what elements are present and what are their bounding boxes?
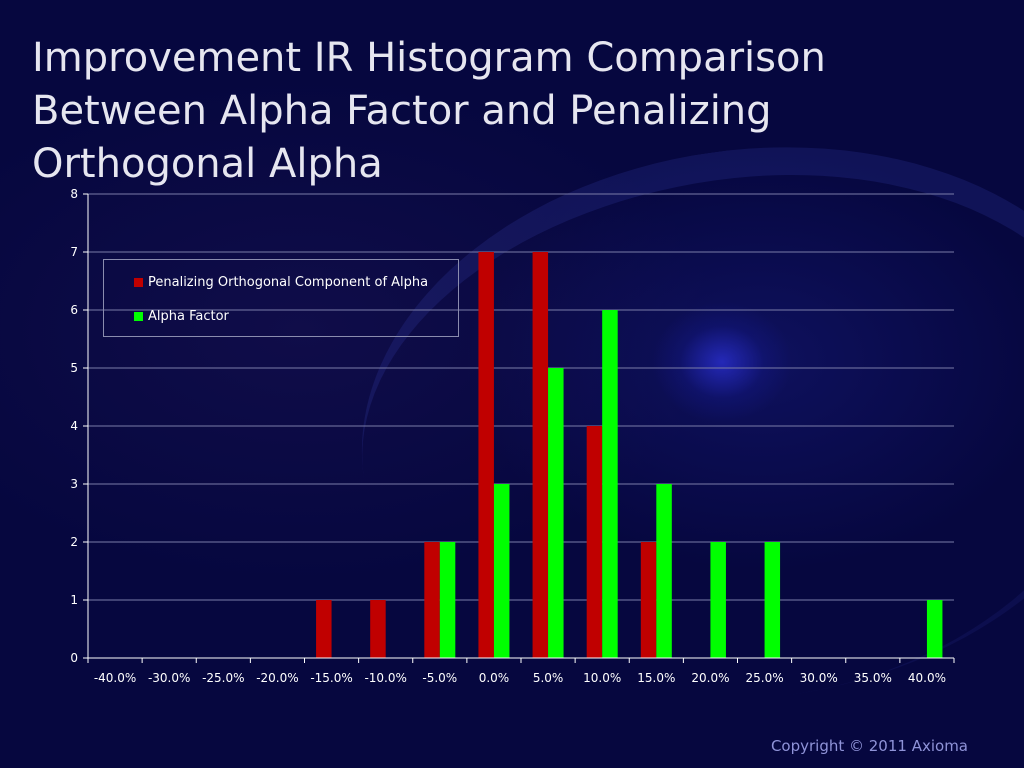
slide-title: Improvement IR Histogram Comparison Betw… bbox=[32, 35, 826, 187]
x-tick-label-12: 25.0% bbox=[746, 671, 784, 685]
copyright-notice: Copyright © 2011 Axioma bbox=[770, 737, 968, 755]
bar-penalizing-10 bbox=[640, 542, 657, 658]
x-tick-label-8: 5.0% bbox=[533, 671, 564, 685]
x-tick-label-3: -20.0% bbox=[256, 671, 298, 685]
bar-penalizing-9 bbox=[586, 426, 603, 658]
x-tick-labels: -40.0% -30.0% -25.0% -20.0% -15.0% -10.0% -5.0… bbox=[94, 671, 946, 685]
bar-penalizing-6 bbox=[424, 542, 440, 658]
legend-item-penalizing: Penalizing Orthogonal Component of Alpha bbox=[134, 275, 428, 290]
y-tick-label-1: 1 bbox=[70, 593, 78, 607]
bars bbox=[316, 252, 943, 658]
legend-swatch-alpha-factor bbox=[134, 312, 143, 321]
x-tick-label-10: 15.0% bbox=[637, 671, 675, 685]
x-tick-label-11: 20.0% bbox=[691, 671, 729, 685]
x-tick-label-4: -15.0% bbox=[310, 671, 352, 685]
bar-alpha-factor-11 bbox=[710, 542, 726, 658]
bar-penalizing-5 bbox=[370, 600, 386, 658]
bar-alpha-factor-9 bbox=[602, 310, 618, 658]
bar-alpha-factor-15 bbox=[926, 600, 943, 658]
x-tick-label-14: 35.0% bbox=[854, 671, 892, 685]
legend-label-alpha-factor: Alpha Factor bbox=[148, 309, 229, 324]
bar-alpha-factor-10 bbox=[656, 484, 672, 658]
y-tick-label-8: 8 bbox=[70, 187, 78, 201]
bar-alpha-factor-7 bbox=[493, 484, 510, 658]
y-tick-label-7: 7 bbox=[70, 245, 78, 259]
x-tick-label-6: -5.0% bbox=[422, 671, 457, 685]
bar-alpha-factor-8 bbox=[548, 368, 564, 658]
bar-penalizing-7 bbox=[478, 252, 494, 658]
x-tick-label-0: -40.0% bbox=[94, 671, 136, 685]
x-tick-label-2: -25.0% bbox=[202, 671, 244, 685]
y-tick-label-6: 6 bbox=[70, 303, 78, 317]
x-tick-label-9: 10.0% bbox=[583, 671, 621, 685]
bar-alpha-factor-6 bbox=[439, 542, 456, 658]
legend: Penalizing Orthogonal Component of Alpha… bbox=[103, 259, 459, 337]
x-tick-label-13: 30.0% bbox=[800, 671, 838, 685]
x-tick-label-7: 0.0% bbox=[479, 671, 510, 685]
y-tick-label-5: 5 bbox=[70, 361, 78, 375]
legend-swatch-penalizing bbox=[134, 278, 143, 287]
x-tick-label-5: -10.0% bbox=[364, 671, 406, 685]
y-tick-label-2: 2 bbox=[70, 535, 78, 549]
x-tick-label-1: -30.0% bbox=[148, 671, 190, 685]
bar-penalizing-8 bbox=[532, 252, 549, 658]
y-tick-label-0: 0 bbox=[70, 651, 78, 665]
gridlines bbox=[88, 193, 954, 601]
y-tick-label-3: 3 bbox=[70, 477, 78, 491]
bar-penalizing-4 bbox=[316, 600, 332, 658]
y-tick-label-4: 4 bbox=[70, 419, 78, 433]
legend-label-penalizing: Penalizing Orthogonal Component of Alpha bbox=[148, 275, 429, 290]
bar-alpha-factor-12 bbox=[764, 542, 781, 658]
x-tick-label-15: 40.0% bbox=[908, 671, 946, 685]
axes bbox=[83, 193, 955, 663]
y-tick-labels: 0 1 2 3 4 5 6 7 8 bbox=[70, 187, 78, 665]
legend-item-alpha-factor: Alpha Factor bbox=[134, 309, 229, 324]
